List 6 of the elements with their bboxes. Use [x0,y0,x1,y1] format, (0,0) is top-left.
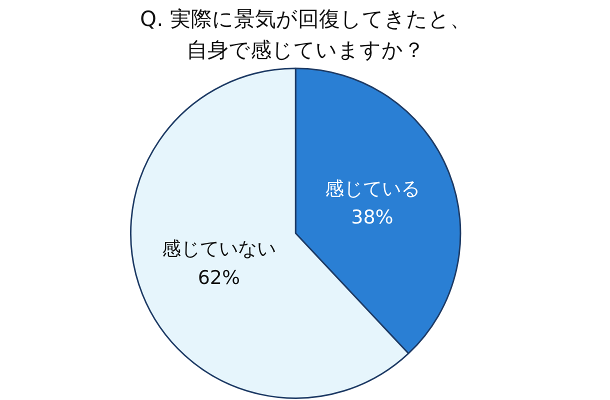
slice-label: 感じている [324,178,420,200]
text: Q. 実際に景気が回復してきたと、 [140,7,471,32]
slice-label: 感じていない [162,238,276,260]
text: 自身で感じていますか？ [186,38,424,62]
data-label: 38% [351,206,394,228]
data-label: 62% [198,266,240,289]
